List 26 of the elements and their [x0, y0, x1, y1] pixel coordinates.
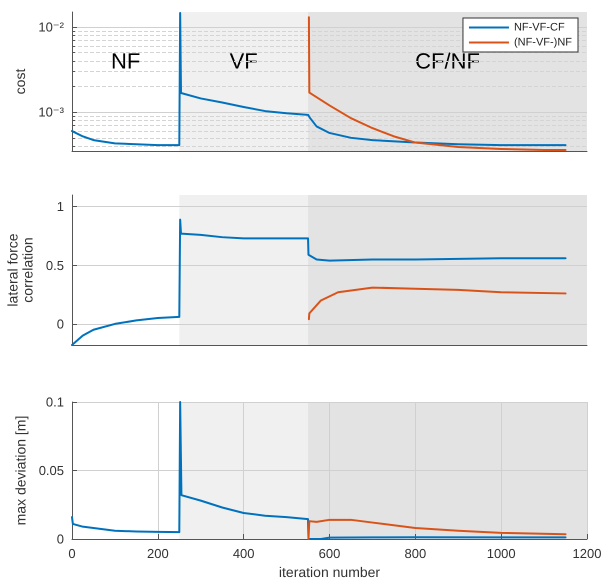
- annotation: NF: [110, 48, 140, 74]
- y-tick-label: 0.5: [46, 258, 64, 273]
- x-tick-label: 600: [318, 546, 340, 561]
- y-tick-label: 0.05: [38, 463, 64, 478]
- x-tick-label: 200: [146, 546, 169, 561]
- x-tick-label: 400: [232, 546, 255, 561]
- legend-label: NF-VF-CF: [514, 22, 565, 34]
- line-series: [71, 218, 567, 346]
- y-tick-label: 0.1: [46, 394, 64, 410]
- x-tick-label: 800: [404, 546, 426, 561]
- y-tick-label: 1: [56, 199, 64, 214]
- line-series: [308, 286, 567, 320]
- y-tick-label: 10⁻²: [38, 20, 65, 34]
- y-tick-label: 10⁻³: [38, 104, 65, 120]
- line-series: [307, 518, 567, 540]
- x-tick-label: 1200: [572, 546, 602, 561]
- y-tick-label: 0: [56, 316, 64, 332]
- y-axis-title: max deviation [m]: [12, 416, 28, 526]
- x-axis-title: iteration number: [278, 564, 380, 580]
- y-tick-label: 0: [56, 532, 64, 546]
- legend-label: (NF-VF-)NF: [514, 36, 572, 48]
- x-tick-label: 0: [68, 546, 76, 561]
- y-axis-title: lateral force correlation: [4, 233, 36, 307]
- y-axis-title: cost: [12, 68, 28, 94]
- x-tick-label: 1000: [486, 546, 516, 561]
- line-series: [71, 401, 567, 540]
